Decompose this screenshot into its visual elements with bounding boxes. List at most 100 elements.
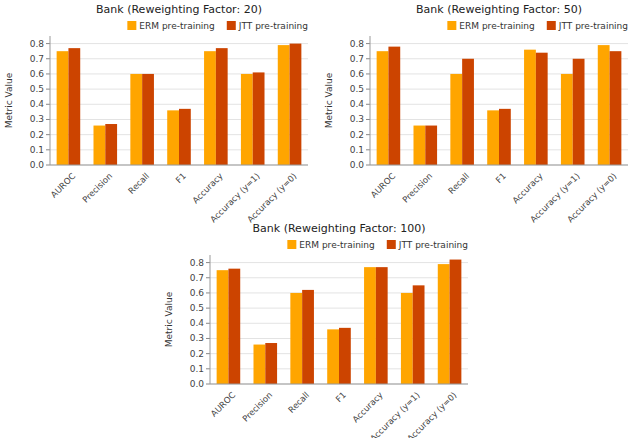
tick-label: Recall xyxy=(446,171,471,196)
axis-label: Metric Value xyxy=(164,291,174,347)
bar xyxy=(377,51,389,165)
grid-line xyxy=(370,73,628,74)
tick-label: 0.2 xyxy=(190,349,204,359)
bar xyxy=(278,45,290,165)
legend-swatch xyxy=(227,21,236,30)
tick-mark xyxy=(366,73,370,74)
grid-line xyxy=(370,43,628,44)
tick-label: 0.3 xyxy=(30,114,44,124)
bar xyxy=(536,53,548,165)
bar xyxy=(68,48,80,165)
figure: Bank (Reweighting Factor: 20) 0.0 0.1 0.2 0.… xyxy=(0,0,640,438)
bar xyxy=(610,51,622,165)
panel: Bank (Reweighting Factor: 20)0.00.10.20.… xyxy=(4,3,308,224)
tick-mark xyxy=(366,58,370,59)
bar xyxy=(499,109,511,165)
title: Bank (Reweighting Factor: 20) xyxy=(96,3,262,16)
bar xyxy=(425,126,437,165)
tick-label: 0.7 xyxy=(190,273,204,283)
grid-line xyxy=(50,58,308,59)
bar xyxy=(290,44,302,165)
bar xyxy=(265,343,277,384)
grid-line xyxy=(210,323,468,324)
tick-label: 0.0 xyxy=(350,160,365,170)
tick-mark xyxy=(366,104,370,105)
legend: ERM pre-trainingJTT pre-training xyxy=(287,240,468,250)
legend-item: ERM pre-training xyxy=(127,21,214,31)
tick-label: Accuracy xyxy=(190,171,225,206)
tick-label: 0.7 xyxy=(350,54,364,64)
tick-label: AUROC xyxy=(369,171,398,200)
tick-label: 0.0 xyxy=(30,160,45,170)
tick-label: 0.3 xyxy=(350,114,364,124)
tick-mark xyxy=(46,104,50,105)
tick-label: Accuracy (y=0) xyxy=(565,171,619,225)
bar xyxy=(413,126,425,165)
tick-label: Precision xyxy=(240,390,274,424)
bar xyxy=(413,285,425,384)
tick-label: 0.4 xyxy=(30,99,45,109)
bar xyxy=(364,267,376,384)
grid-line xyxy=(210,384,468,385)
bar xyxy=(253,72,265,165)
bar xyxy=(438,264,450,384)
grid-line xyxy=(50,43,308,44)
bars xyxy=(217,260,462,384)
tick-label: 0.5 xyxy=(190,303,204,313)
bar xyxy=(376,267,388,384)
legend-item: JTT pre-training xyxy=(547,21,628,31)
tick-mark xyxy=(46,149,50,150)
tick-label: Accuracy xyxy=(510,171,545,206)
bar xyxy=(487,110,499,165)
tick-label: 0.8 xyxy=(30,39,45,49)
tick-mark xyxy=(366,89,370,90)
tick-mark xyxy=(206,323,210,324)
tick-mark xyxy=(46,89,50,90)
tick-label: 0.6 xyxy=(30,69,45,79)
tick-label: Precision xyxy=(400,171,434,205)
tick-label: Recall xyxy=(126,171,151,196)
bar xyxy=(179,109,191,165)
tick-label: 0.6 xyxy=(190,288,205,298)
tick-mark xyxy=(46,165,50,166)
bar xyxy=(462,59,474,165)
bar xyxy=(204,51,216,165)
legend: ERM pre-trainingJTT pre-training xyxy=(127,21,308,31)
tick-mark xyxy=(206,308,210,309)
bar xyxy=(327,329,339,384)
tick-label: 0.1 xyxy=(190,364,204,374)
bar xyxy=(142,74,154,165)
tick-mark xyxy=(206,384,210,385)
bar xyxy=(93,126,105,165)
bars xyxy=(57,44,302,165)
legend-item: JTT pre-training xyxy=(387,240,468,250)
tick-label: F1 xyxy=(174,171,188,185)
grid-line xyxy=(370,104,628,105)
grid-line xyxy=(370,58,628,59)
bar xyxy=(216,48,228,165)
tick-mark xyxy=(206,262,210,263)
bar xyxy=(105,124,117,165)
bar xyxy=(302,290,314,384)
grid-line xyxy=(50,73,308,74)
tick-mark xyxy=(366,119,370,120)
tick-mark xyxy=(366,43,370,44)
tick-label: Accuracy (y=0) xyxy=(405,390,459,438)
bar xyxy=(561,74,573,165)
tick-label: 0.1 xyxy=(350,145,364,155)
tick-mark xyxy=(46,119,50,120)
tick-mark xyxy=(366,149,370,150)
bars xyxy=(377,45,622,165)
axis-label: Metric Value xyxy=(4,72,14,128)
tick-mark xyxy=(46,73,50,74)
tick-label: Recall xyxy=(286,390,311,415)
legend-swatch xyxy=(447,21,456,30)
tick-label: 0.2 xyxy=(30,130,44,140)
tick-label: AUROC xyxy=(209,390,238,419)
grid-line xyxy=(50,165,308,166)
grid-line xyxy=(50,89,308,90)
tick-label: 0.5 xyxy=(350,84,364,94)
tick-label: 0.4 xyxy=(350,99,365,109)
tick-mark xyxy=(206,353,210,354)
legend-label: ERM pre-training xyxy=(459,21,534,31)
